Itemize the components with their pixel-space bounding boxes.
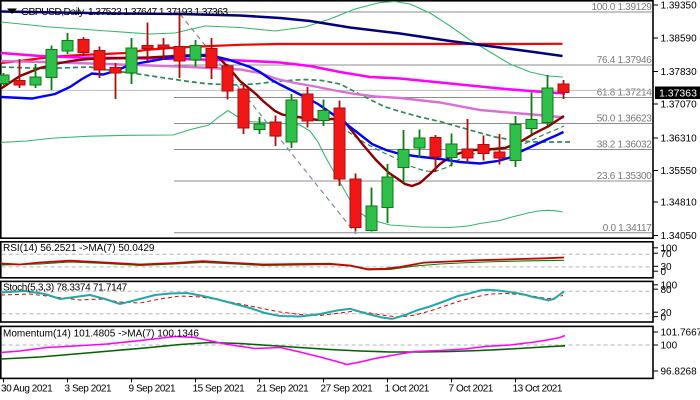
svg-text:1 Oct 2021: 1 Oct 2021 — [385, 384, 430, 395]
svg-text:0: 0 — [661, 312, 667, 323]
svg-text:1.38590: 1.38590 — [661, 34, 698, 45]
svg-text:100: 100 — [661, 244, 678, 255]
svg-text:61.8 1.37214: 61.8 1.37214 — [597, 88, 653, 99]
svg-text:30: 30 — [661, 262, 673, 273]
svg-text:9 Sep 2021: 9 Sep 2021 — [129, 384, 177, 395]
svg-text:1.37830: 1.37830 — [661, 67, 698, 78]
svg-text:0.0 1.34117: 0.0 1.34117 — [603, 223, 653, 234]
svg-text:1.37070: 1.37070 — [661, 100, 698, 111]
svg-text:1.39350: 1.39350 — [661, 1, 698, 12]
svg-text:7 Oct 2021: 7 Oct 2021 — [449, 384, 494, 395]
svg-text:15 Sep 2021: 15 Sep 2021 — [193, 384, 246, 395]
svg-text:23.6 1.35300: 23.6 1.35300 — [597, 171, 653, 182]
svg-text:20: 20 — [661, 308, 673, 319]
svg-text:101.7667: 101.7667 — [661, 328, 700, 339]
svg-text:RSI(14) 56.2521 ->MA(7) 50.04: RSI(14) 56.2521 ->MA(7) 50.0429 — [3, 243, 155, 254]
svg-text:100.0 1.39129: 100.0 1.39129 — [591, 2, 652, 13]
svg-text:3 Sep 2021: 3 Sep 2021 — [65, 384, 113, 395]
svg-text:1.37363: 1.37363 — [659, 87, 697, 99]
svg-text:100: 100 — [661, 341, 678, 352]
svg-text:0: 0 — [661, 267, 667, 278]
svg-text:1.36310: 1.36310 — [661, 134, 698, 145]
svg-text:21 Sep 2021: 21 Sep 2021 — [257, 384, 310, 395]
svg-text:50.0 1.36623: 50.0 1.36623 — [597, 114, 653, 125]
svg-text:1.34810: 1.34810 — [661, 198, 698, 209]
svg-text:27 Sep 2021: 27 Sep 2021 — [321, 384, 374, 395]
svg-text:96.8268: 96.8268 — [661, 367, 698, 378]
svg-text:38.2 1.36032: 38.2 1.36032 — [597, 140, 653, 151]
svg-text:76.4 1.37946: 76.4 1.37946 — [597, 55, 653, 66]
svg-text:GBPUSD,Daily 1.37523 1.37647: GBPUSD,Daily 1.37523 1.37647 1.37193 1.3… — [21, 6, 228, 18]
svg-text:1.34050: 1.34050 — [661, 231, 698, 242]
svg-text:Momentum(14) 101.4805 ->MA(7): Momentum(14) 101.4805 ->MA(7) 100.1346 — [3, 329, 199, 340]
svg-text:100: 100 — [661, 281, 678, 292]
svg-text:1.35550: 1.35550 — [661, 166, 698, 177]
svg-text:70: 70 — [661, 249, 673, 260]
svg-text:80: 80 — [661, 285, 673, 296]
svg-text:30 Aug 2021: 30 Aug 2021 — [1, 384, 53, 395]
svg-text:Stoch(5,3,3) 78.3374 71.7147: Stoch(5,3,3) 78.3374 71.7147 — [3, 283, 128, 294]
svg-text:13 Oct 2021: 13 Oct 2021 — [513, 384, 563, 395]
